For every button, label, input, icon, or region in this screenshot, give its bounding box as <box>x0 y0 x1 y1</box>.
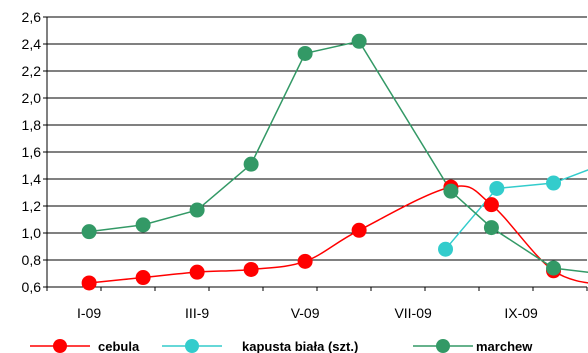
data-point-cebula <box>483 197 499 213</box>
data-point-marchew <box>81 224 97 240</box>
data-point-cebula <box>135 270 151 286</box>
y-tick-labels: 0,6 0,8 1,0 1,2 1,4 1,6 1,8 2,0 2,2 2,4 2,6 <box>22 9 42 295</box>
legend: cebula kapusta biała (szt.) marchew <box>30 339 533 353</box>
series-line-kapusta-biała-szt <box>444 169 588 250</box>
data-point-marchew <box>297 45 313 61</box>
data-point-cebula <box>243 261 259 277</box>
y-tick-label: 1,6 <box>22 144 42 160</box>
data-point-marchew <box>189 202 205 218</box>
x-tick-label: IX-09 <box>504 305 538 321</box>
y-tick-label: 1,2 <box>22 198 42 214</box>
series-markers <box>81 33 562 291</box>
data-point-marchew <box>483 220 499 236</box>
data-point-cebula <box>297 253 313 269</box>
data-point-kapusta-biała-szt <box>489 180 505 196</box>
x-tick-label: V-09 <box>291 305 320 321</box>
data-point-marchew <box>351 33 367 49</box>
data-point-kapusta-biała-szt <box>546 175 562 191</box>
x-tick-label: I-09 <box>77 305 101 321</box>
y-tick-label: 1,8 <box>22 117 42 133</box>
legend-label: cebula <box>98 339 140 353</box>
y-tick-label: 2,0 <box>22 90 42 106</box>
x-tick-labels: I-09 III-9 V-09 VII-09 IX-09 <box>77 305 538 321</box>
legend-item-marchew: marchew <box>413 339 533 353</box>
y-tick-label: 2,4 <box>22 36 42 52</box>
data-point-cebula <box>81 275 97 291</box>
legend-label: marchew <box>476 339 533 353</box>
gridlines <box>47 16 587 261</box>
y-tick-label: 1,4 <box>22 171 42 187</box>
legend-marker <box>185 339 199 353</box>
data-point-kapusta-biała-szt <box>438 241 454 257</box>
y-tick-label: 2,2 <box>22 63 42 79</box>
legend-item-cebula: cebula <box>30 339 140 353</box>
series-line-cebula <box>89 185 588 284</box>
x-tick-label: VII-09 <box>394 305 432 321</box>
y-tick-label: 2,6 <box>22 9 42 25</box>
y-tick-label: 0,8 <box>22 252 42 268</box>
data-point-cebula <box>189 264 205 280</box>
y-tick-label: 1,0 <box>22 225 42 241</box>
series-line-marchew <box>89 40 588 273</box>
data-point-marchew <box>135 217 151 233</box>
axes <box>43 16 588 291</box>
data-point-marchew <box>443 183 459 199</box>
legend-marker <box>53 339 67 353</box>
legend-item-kapusta-biała-szt: kapusta biała (szt.) <box>162 339 358 353</box>
data-point-marchew <box>546 260 562 276</box>
data-point-marchew <box>243 156 259 172</box>
y-tick-label: 0,6 <box>22 279 42 295</box>
legend-label: kapusta biała (szt.) <box>242 339 358 353</box>
data-point-cebula <box>351 222 367 238</box>
x-tick-label: III-9 <box>185 305 209 321</box>
legend-marker <box>436 339 450 353</box>
series-lines <box>89 40 588 284</box>
